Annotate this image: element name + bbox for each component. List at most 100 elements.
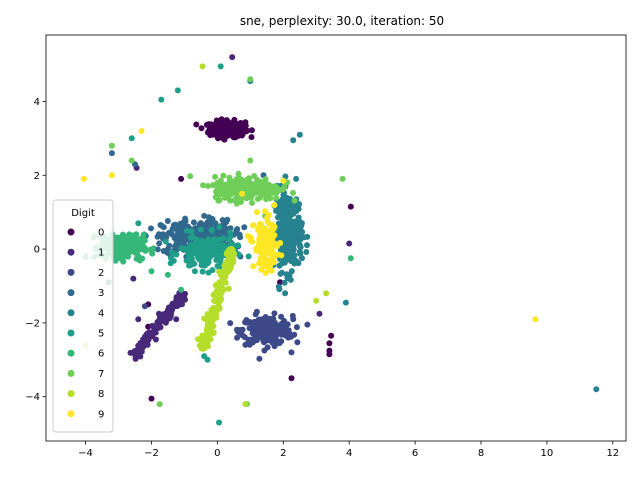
data-point [260,226,267,233]
data-point [288,349,295,356]
data-point [249,199,255,206]
data-point [199,332,206,339]
data-point [182,215,189,222]
legend-marker-0 [67,228,75,236]
data-point [328,332,335,339]
data-point [245,253,252,260]
data-point [235,170,242,177]
data-point [210,182,217,189]
data-point [245,233,251,239]
data-point [222,279,229,286]
legend-label-9: 9 [98,409,104,420]
data-point [199,345,206,352]
data-point [193,239,199,246]
data-point [204,327,211,334]
data-point [190,219,197,226]
data-point [294,339,301,346]
data-point [281,203,288,210]
data-point [112,257,119,264]
data-point [208,226,215,233]
data-point [129,232,136,239]
data-point [214,282,221,289]
data-point [178,245,185,252]
data-point [216,126,223,133]
legend-label-8: 8 [98,389,104,400]
data-point [213,242,220,249]
data-point [265,212,272,218]
data-point [205,183,212,189]
data-point [271,202,278,209]
data-point [119,240,126,247]
data-point [128,135,135,142]
legend-label-3: 3 [98,288,104,299]
data-point [276,286,283,293]
data-point [183,236,189,243]
data-point [248,338,255,345]
data-point [164,246,171,253]
data-point [262,208,268,215]
data-point [326,340,333,347]
legend-marker-8 [67,390,75,398]
data-point [284,329,291,336]
data-point [195,336,202,343]
data-point [277,279,283,286]
data-point [224,258,231,265]
x-tick-label: 2 [280,448,286,459]
legend-label-2: 2 [98,268,104,279]
data-point [222,120,229,127]
data-point [133,255,140,262]
data-point [285,223,292,230]
data-point [228,127,234,134]
data-point [173,251,180,258]
data-point [187,173,194,180]
data-point [293,233,300,240]
data-point [290,316,297,323]
y-tick-label: 2 [34,171,40,182]
data-point [173,316,180,323]
data-point [140,338,147,345]
data-point [273,195,280,201]
data-point [290,189,296,196]
data-point [258,266,265,273]
data-point [200,182,207,189]
data-point [256,355,263,362]
data-point [176,237,183,243]
data-point [80,175,87,182]
data-point [226,236,233,242]
data-point [263,236,270,242]
data-point [272,241,279,248]
data-point [202,252,209,259]
legend-marker-9 [67,410,75,418]
data-point [261,347,268,354]
data-point [288,211,295,218]
data-point [214,252,221,259]
data-point [593,386,600,393]
data-point [154,246,161,253]
data-point [266,259,273,266]
data-point [269,332,276,339]
data-point [178,175,185,182]
data-point [281,243,288,250]
data-point [323,290,330,297]
data-point [156,240,163,247]
legend-label-1: 1 [98,248,104,259]
data-point [199,268,206,275]
data-point [213,117,220,124]
data-point [280,216,287,223]
series-9 [80,128,539,323]
data-point [207,336,214,343]
data-point [250,263,257,270]
data-point [220,131,227,138]
data-point [214,263,221,270]
data-point [233,181,240,188]
data-point [189,256,195,263]
data-point [204,356,211,363]
data-point [231,116,238,123]
data-point [238,132,245,139]
data-point [148,268,155,275]
data-point [185,251,192,258]
series-0 [145,116,354,402]
